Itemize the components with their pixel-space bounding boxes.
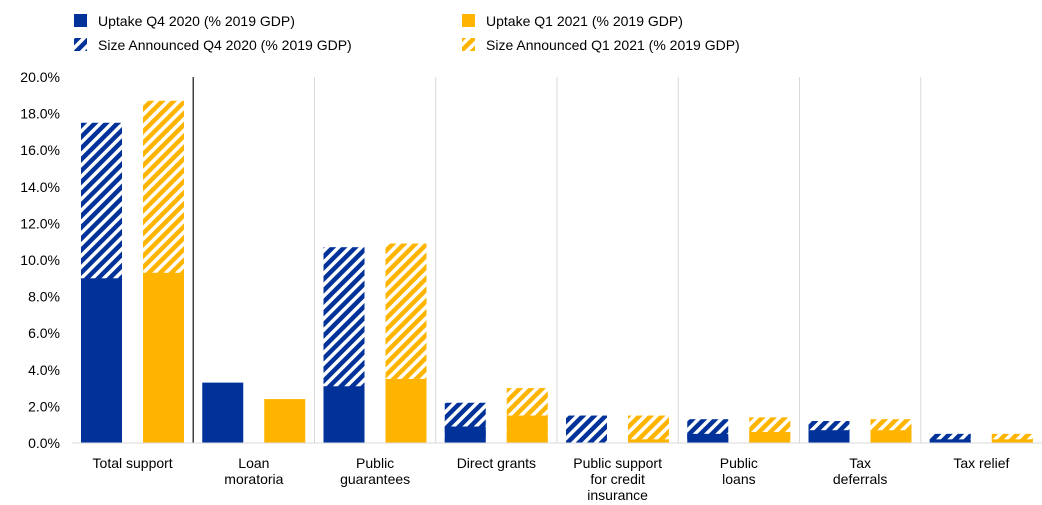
y-tick-label: 20.0% <box>20 69 60 85</box>
legend-label-announced-q1-2021: Size Announced Q1 2021 (% 2019 GDP) <box>486 37 740 53</box>
category-label: Loan moratoria <box>224 455 283 487</box>
legend-label-uptake-q4-2020: Uptake Q4 2020 (% 2019 GDP) <box>98 13 295 29</box>
category-label-line: Direct grants <box>457 455 536 471</box>
category-label: Direct grants <box>457 455 536 471</box>
y-tick-label: 12.0% <box>20 215 60 231</box>
legend-swatch-announced-q4-2020 <box>74 38 87 51</box>
y-tick-label: 18.0% <box>20 106 60 122</box>
category-label-line: Loan <box>238 455 269 471</box>
category-label-line: Tax relief <box>953 455 1009 471</box>
y-tick-label: 16.0% <box>20 142 60 158</box>
legend-label-announced-q4-2020: Size Announced Q4 2020 (% 2019 GDP) <box>98 37 352 53</box>
category-label: Public support for credit insurance <box>573 455 662 503</box>
bar-uptake-q4-2020 <box>808 430 850 443</box>
bar-uptake-q1-2021 <box>870 430 912 443</box>
legend-label-uptake-q1-2021: Uptake Q1 2021 (% 2019 GDP) <box>486 13 683 29</box>
category-label-line: loans <box>722 471 755 487</box>
category-label-line: for credit <box>590 471 645 487</box>
bar-uptake-q1-2021 <box>628 439 669 443</box>
bar-announced-q4-2020 <box>566 415 607 443</box>
category-label-line: Public <box>720 455 758 471</box>
bar-announced-q1-2021 <box>991 433 1033 443</box>
bar-announced-q4-2020 <box>929 433 971 443</box>
legend-swatch-announced-q1-2021 <box>462 38 475 51</box>
bar-uptake-q1-2021 <box>264 399 306 443</box>
category-label-line: guarantees <box>340 471 410 487</box>
y-tick-label: 2.0% <box>28 398 60 414</box>
axis-layer: 0.0% 2.0% 4.0% 6.0% 8.0% 10.0% 12.0% 14.0% 16.0%… <box>20 69 1042 503</box>
y-tick-label: 0.0% <box>28 435 60 451</box>
bar-uptake-q4-2020 <box>202 382 244 443</box>
legend: Uptake Q4 2020 (% 2019 GDP) Size Announce… <box>74 13 740 53</box>
category-label: Tax relief <box>953 455 1009 471</box>
category-label-line: Total support <box>93 455 173 471</box>
category-label-line: Public <box>356 455 394 471</box>
bar-uptake-q1-2021 <box>506 415 548 443</box>
y-tick-label: 8.0% <box>28 289 60 305</box>
bar-uptake-q4-2020 <box>687 433 729 443</box>
bar-uptake-q1-2021 <box>385 378 427 443</box>
bar-uptake-q4-2020 <box>81 278 122 443</box>
y-tick-label: 4.0% <box>28 362 60 378</box>
grid-layer <box>192 77 922 443</box>
category-label-line: Tax <box>849 455 871 471</box>
bar-uptake-q1-2021 <box>749 432 791 443</box>
bar-uptake-q1-2021 <box>991 439 1033 443</box>
bar-uptake-q4-2020 <box>323 386 365 443</box>
bar-uptake-q4-2020 <box>444 426 486 443</box>
y-tick-label: 10.0% <box>20 252 60 268</box>
bar-uptake-q1-2021 <box>143 272 184 443</box>
legend-swatch-uptake-q4-2020 <box>74 14 87 27</box>
category-label-line: deferrals <box>833 471 887 487</box>
legend-swatch-uptake-q1-2021 <box>462 14 475 27</box>
category-label-line: moratoria <box>224 471 283 487</box>
y-tick-label: 14.0% <box>20 179 60 195</box>
category-label: Public loans <box>720 455 758 487</box>
category-label-line: Public support <box>573 455 662 471</box>
category-label: Total support <box>93 455 173 471</box>
category-label-line: insurance <box>587 487 648 503</box>
bars-layer <box>81 100 1033 443</box>
bar-announced-q1-2021 <box>628 415 669 443</box>
category-label: Public guarantees <box>340 455 410 487</box>
bar-uptake-q4-2020 <box>929 439 971 443</box>
category-label: Tax deferrals <box>833 455 887 487</box>
y-tick-label: 6.0% <box>28 325 60 341</box>
